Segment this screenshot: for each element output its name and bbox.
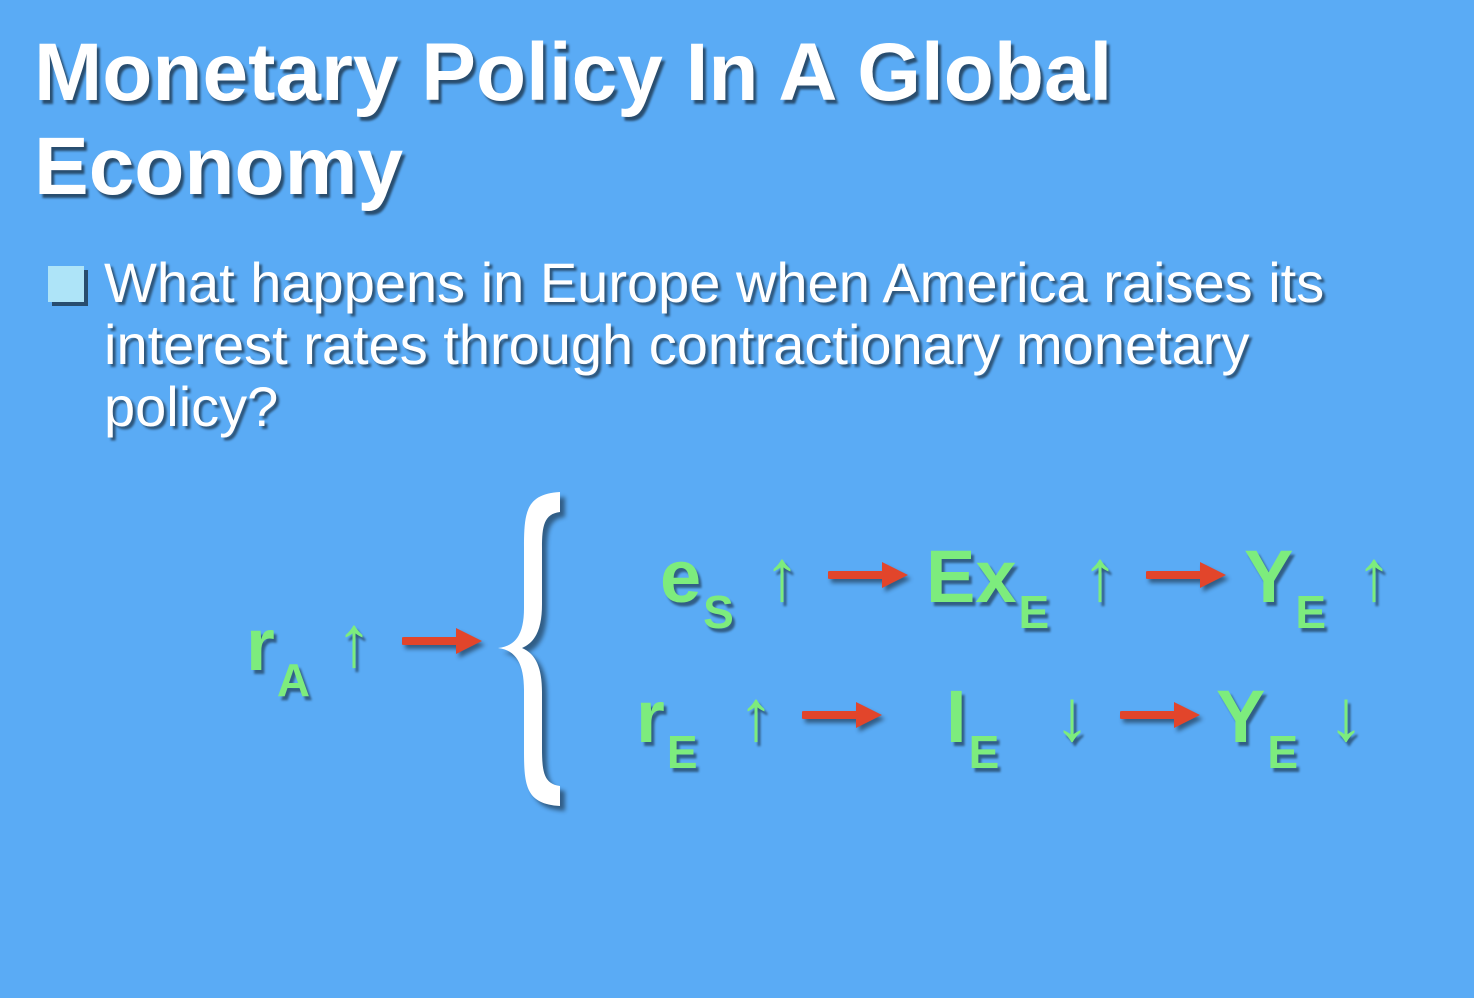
bottom-term-1-sub: E <box>666 726 698 778</box>
causal-arrow-icon <box>828 562 908 588</box>
top-term-3: YE <box>1244 540 1326 639</box>
top-term-3-sub: E <box>1295 586 1327 638</box>
bullet-square-icon <box>48 266 84 302</box>
top-term-2-base: Ex <box>926 535 1017 618</box>
causal-arrow-icon <box>402 628 482 654</box>
top-term-3-base: Y <box>1244 535 1294 618</box>
curly-brace-icon <box>498 492 560 806</box>
bottom-term-2-base: I <box>946 675 967 758</box>
source-term-base: r <box>246 603 275 686</box>
source-term-sub: A <box>276 654 311 706</box>
top-term-2-sub: E <box>1018 586 1050 638</box>
bottom-term-2: IE <box>946 680 999 779</box>
top-term-2-up-arrow-icon: ↑ <box>1082 536 1118 616</box>
top-term-1-sub: S <box>703 586 734 638</box>
top-term-1-base: e <box>660 535 702 618</box>
slide-title: Monetary Policy In A Global Economy <box>34 27 1113 212</box>
top-term-1: eS <box>660 540 734 639</box>
top-term-2: ExE <box>926 540 1049 639</box>
causal-arrow-icon <box>802 702 882 728</box>
bottom-term-3: YE <box>1216 680 1298 779</box>
bottom-term-1: rE <box>636 680 698 779</box>
source-term: rA <box>246 608 310 707</box>
bottom-term-1-base: r <box>636 675 665 758</box>
causal-arrow-icon <box>1146 562 1226 588</box>
bottom-term-1-up-arrow-icon: ↑ <box>738 676 774 756</box>
top-term-3-up-arrow-icon: ↑ <box>1356 536 1392 616</box>
bottom-term-2-down-arrow-icon: ↓ <box>1054 676 1090 756</box>
bottom-term-3-sub: E <box>1267 726 1299 778</box>
bottom-term-2-sub: E <box>968 726 1000 778</box>
top-term-1-up-arrow-icon: ↑ <box>764 536 800 616</box>
causal-arrow-icon <box>1120 702 1200 728</box>
bottom-term-3-down-arrow-icon: ↓ <box>1328 676 1364 756</box>
source-up-arrow-icon: ↑ <box>336 602 372 682</box>
bottom-term-3-base: Y <box>1216 675 1266 758</box>
bullet-text: What happens in Europe when America rais… <box>104 251 1325 438</box>
